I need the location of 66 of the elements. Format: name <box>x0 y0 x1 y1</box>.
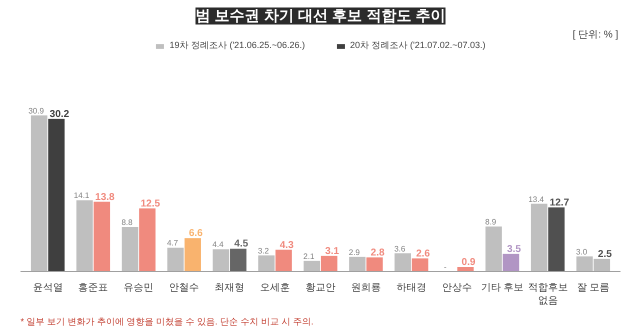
x-tick-label: 하태경 <box>396 282 426 294</box>
data-label: 0.9 <box>462 256 476 268</box>
data-label: 30.2 <box>50 108 70 120</box>
bar <box>349 256 366 272</box>
x-tick-label: 원희룡 <box>350 282 381 294</box>
bar <box>230 248 246 272</box>
data-label: 2.5 <box>598 248 612 260</box>
data-label: 30.9 <box>28 106 44 116</box>
text: [ 단위: % ] <box>572 30 618 40</box>
x-tick-label: 기타 후보 <box>480 282 524 294</box>
data-label: 13.8 <box>95 192 116 203</box>
bar <box>275 250 292 272</box>
bar <box>412 258 428 272</box>
bar <box>94 202 110 272</box>
data-label: 12.7 <box>550 197 570 208</box>
bar <box>122 227 138 272</box>
data-label: 2.1 <box>303 252 315 261</box>
data-label: 8.9 <box>485 218 497 227</box>
x-tick-label: 윤석열 <box>32 282 63 294</box>
legend-label: 19차 정례조사 ('21.06.25.~06.26.) <box>169 39 305 52</box>
data-label: 6.6 <box>188 228 204 240</box>
bar <box>212 249 230 272</box>
data-label: 2.8 <box>370 247 385 258</box>
bar <box>548 207 565 272</box>
data-label: 13.4 <box>528 194 544 204</box>
data-label: 2.6 <box>416 248 430 260</box>
chart-title: 범 보수권 차기 대선 후보 적합도 추이 <box>196 8 446 24</box>
bar <box>485 226 502 272</box>
bar <box>184 238 201 272</box>
legend-label: 20차 정례조사 ('21.07.02.~07.03.) <box>350 39 486 52</box>
bar <box>320 256 338 272</box>
data-label: 4.4 <box>212 240 224 250</box>
data-label: 4.7 <box>166 238 179 248</box>
bar <box>304 260 320 272</box>
data-label: 3.2 <box>258 246 270 256</box>
bar <box>366 257 383 272</box>
bar <box>48 118 65 272</box>
x-tick-label: 유승민 <box>124 282 154 294</box>
bar <box>258 255 275 272</box>
bar <box>394 253 411 272</box>
bar <box>30 115 48 272</box>
data-label: 3.5 <box>507 244 522 255</box>
bar <box>502 254 520 272</box>
x-tick-label: 안상수 <box>442 282 472 294</box>
data-label: 2.9 <box>348 248 360 257</box>
data-label: 4.3 <box>280 240 294 251</box>
bar <box>530 204 548 272</box>
x-tick-label: 홍준표 <box>78 282 108 294</box>
x-tick-label: 최재형 <box>214 282 245 294</box>
data-label: 8.8 <box>121 218 134 228</box>
data-label: 3.6 <box>394 244 406 254</box>
data-label: 3.1 <box>325 246 340 257</box>
x-tick-label: 황교안 <box>306 282 336 294</box>
x-tick-label: 적합후보 없음 <box>528 282 568 307</box>
data-label: 3.0 <box>576 247 588 256</box>
data-label: 12.5 <box>140 198 160 210</box>
data-label: 14.1 <box>74 191 90 200</box>
bar <box>167 248 184 272</box>
x-tick-label: 오세훈 <box>260 282 290 294</box>
x-tick-label: 안철수 <box>169 282 200 294</box>
x-tick-label: 잘 모름 <box>576 282 610 294</box>
bar <box>76 200 93 272</box>
text: - <box>444 262 447 272</box>
data-label: 4.5 <box>234 238 249 250</box>
text: * 일부 보기 변화가 추이에 영향을 미쳤을 수 있음. 단순 수치 비교 시 주의. <box>20 316 314 326</box>
bar <box>139 208 156 272</box>
